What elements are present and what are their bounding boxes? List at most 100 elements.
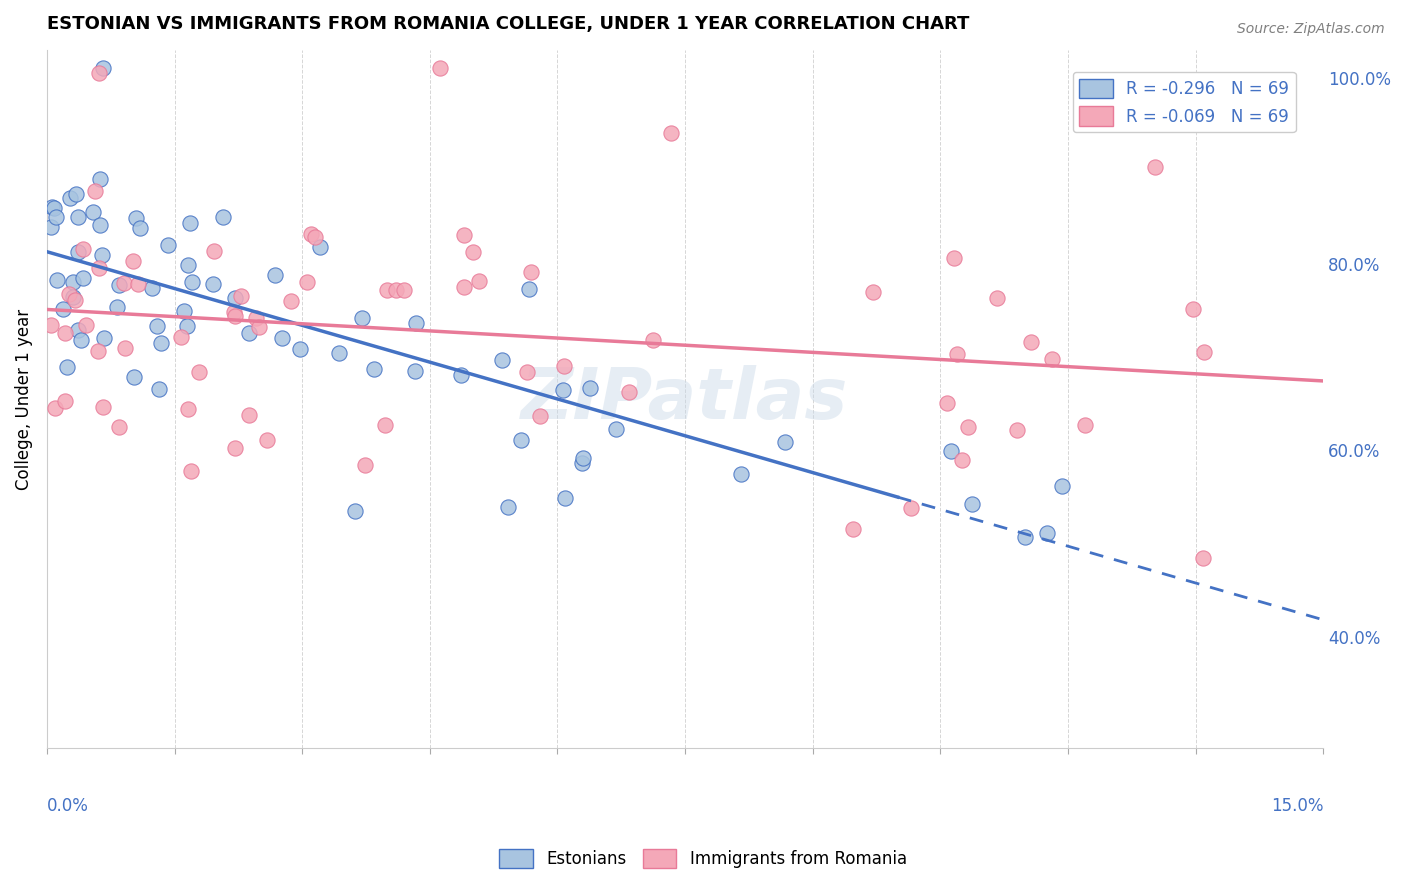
Point <box>66 323 89 337</box>
Point <box>605 422 627 436</box>
Legend: Estonians, Immigrants from Romania: Estonians, Immigrants from Romania <box>492 842 914 875</box>
Point <box>1005 423 1028 437</box>
Point <box>58 286 80 301</box>
Point <box>187 365 209 379</box>
Point <box>496 500 519 514</box>
Point <box>935 396 957 410</box>
Point <box>328 346 350 360</box>
Point <box>264 268 287 283</box>
Point <box>224 441 246 455</box>
Point <box>108 420 131 434</box>
Point <box>149 336 172 351</box>
Point <box>52 301 75 316</box>
Point <box>1074 418 1097 433</box>
Point <box>238 408 260 422</box>
Point <box>148 382 170 396</box>
Point <box>529 409 551 423</box>
Point <box>617 385 640 400</box>
Point <box>62 290 84 304</box>
Point <box>730 467 752 482</box>
Point <box>63 293 86 307</box>
Point <box>105 300 128 314</box>
Point <box>176 318 198 333</box>
Point <box>56 360 79 375</box>
Point <box>202 244 225 259</box>
Point <box>517 282 540 296</box>
Point <box>107 278 129 293</box>
Point <box>127 277 149 291</box>
Point <box>862 285 884 300</box>
Point <box>1194 344 1216 359</box>
Point <box>943 251 966 265</box>
Point <box>510 433 533 447</box>
Point <box>70 333 93 347</box>
Point <box>170 329 193 343</box>
Point <box>299 227 322 241</box>
Point <box>461 245 484 260</box>
Point <box>91 62 114 76</box>
Point <box>467 273 489 287</box>
Point <box>247 320 270 334</box>
Point <box>939 443 962 458</box>
Text: ZIPatlas: ZIPatlas <box>522 365 849 434</box>
Point <box>93 331 115 345</box>
Point <box>554 491 576 505</box>
Point <box>297 276 319 290</box>
Point <box>343 504 366 518</box>
Point <box>84 184 107 198</box>
Point <box>309 240 332 254</box>
Point <box>1191 550 1213 565</box>
Point <box>179 216 201 230</box>
Point <box>53 394 76 409</box>
Point <box>82 204 104 219</box>
Point <box>842 523 865 537</box>
Point <box>957 419 980 434</box>
Point <box>641 333 664 347</box>
Point <box>945 346 967 360</box>
Point <box>354 458 377 472</box>
Point <box>39 318 62 333</box>
Point <box>121 254 143 268</box>
Point <box>404 364 426 378</box>
Point <box>1181 302 1204 317</box>
Point <box>288 342 311 356</box>
Point <box>373 417 395 432</box>
Point <box>1019 335 1042 350</box>
Point <box>950 453 973 467</box>
Point <box>271 330 294 344</box>
Point <box>39 220 62 235</box>
Point <box>129 220 152 235</box>
Point <box>91 248 114 262</box>
Point <box>89 172 111 186</box>
Point <box>125 211 148 225</box>
Point <box>453 227 475 242</box>
Point <box>1036 525 1059 540</box>
Point <box>157 237 180 252</box>
Point <box>91 400 114 414</box>
Point <box>775 434 797 449</box>
Point <box>572 451 595 466</box>
Text: Source: ZipAtlas.com: Source: ZipAtlas.com <box>1237 22 1385 37</box>
Point <box>114 342 136 356</box>
Point <box>176 258 198 272</box>
Point <box>146 318 169 333</box>
Point <box>45 210 67 224</box>
Point <box>1050 479 1073 493</box>
Point <box>900 500 922 515</box>
Point <box>177 401 200 416</box>
Point <box>352 310 374 325</box>
Point <box>141 281 163 295</box>
Point <box>41 201 63 215</box>
Point <box>363 361 385 376</box>
Point <box>280 293 302 308</box>
Point <box>122 370 145 384</box>
Point <box>224 291 246 305</box>
Point <box>453 280 475 294</box>
Point <box>304 229 326 244</box>
Point <box>224 309 246 323</box>
Text: ESTONIAN VS IMMIGRANTS FROM ROMANIA COLLEGE, UNDER 1 YEAR CORRELATION CHART: ESTONIAN VS IMMIGRANTS FROM ROMANIA COLL… <box>46 15 969 33</box>
Point <box>238 326 260 340</box>
Point <box>256 433 278 447</box>
Point <box>53 326 76 340</box>
Point <box>180 464 202 478</box>
